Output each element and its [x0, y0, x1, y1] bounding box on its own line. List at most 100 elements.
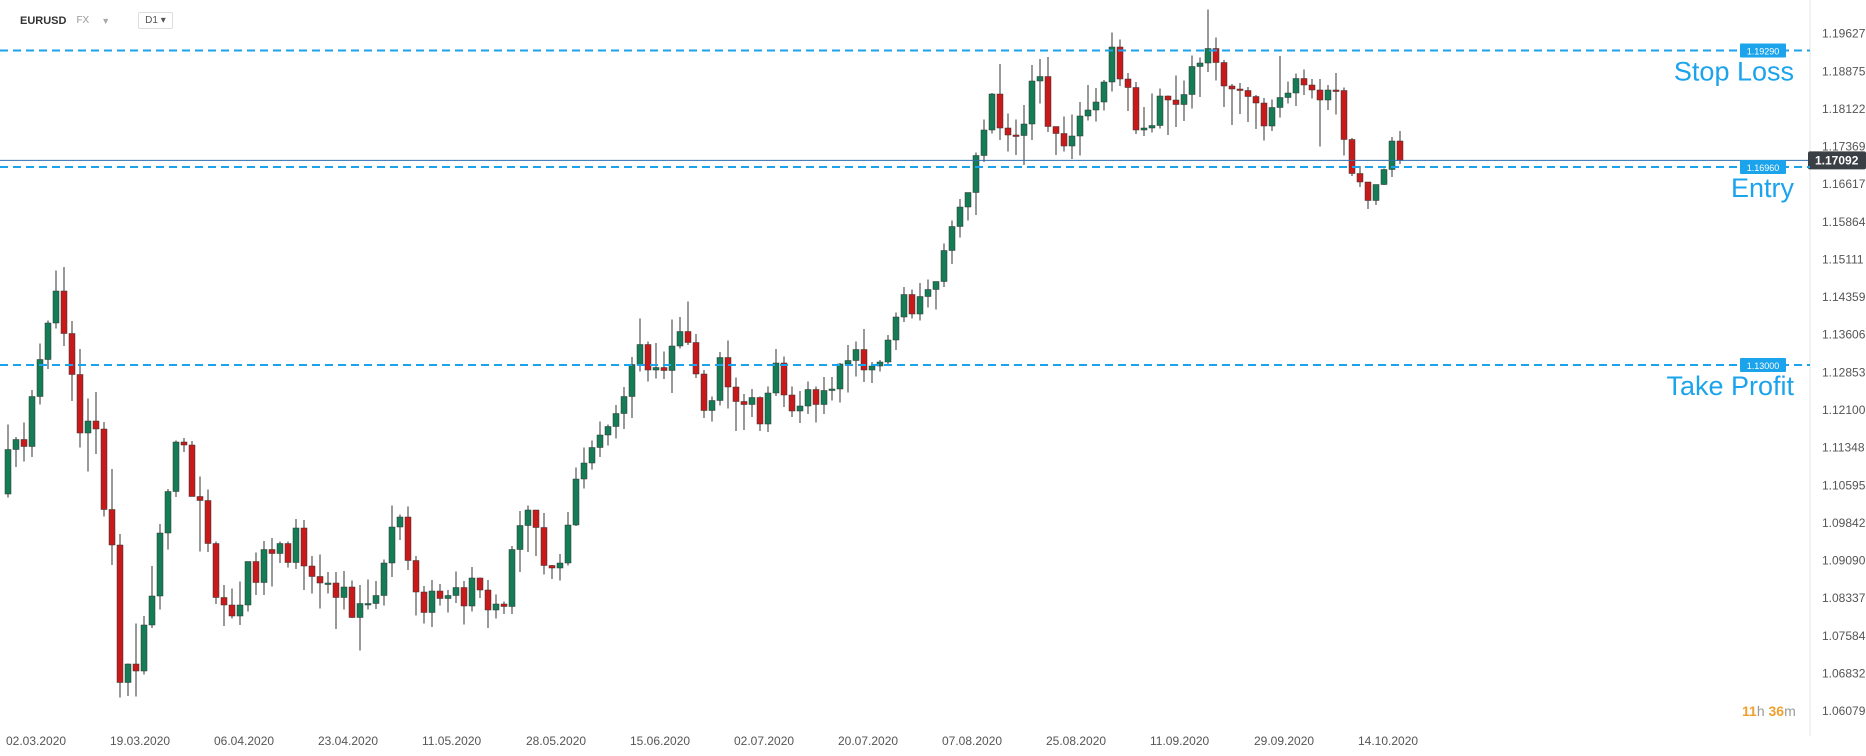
candle-up: [396, 516, 404, 528]
candle-down: [1044, 76, 1052, 127]
level-tag: [1740, 358, 1786, 372]
candle-down: [116, 544, 124, 683]
candle-down: [1132, 87, 1140, 131]
candle-up: [524, 509, 532, 526]
candle-up: [1372, 184, 1380, 201]
candle-up: [1028, 80, 1036, 125]
candle-down: [740, 401, 748, 405]
candle-up: [884, 339, 892, 363]
candle-up: [1284, 92, 1292, 98]
candle-up: [468, 577, 476, 607]
x-tick-label: 14.10.2020: [1358, 734, 1418, 748]
y-tick-label: 1.06079: [1822, 704, 1866, 718]
y-tick-label: 1.15864: [1822, 215, 1866, 229]
candle-up: [716, 357, 724, 401]
candle-up: [1180, 94, 1188, 105]
candle-up: [748, 397, 756, 405]
candle-up: [964, 192, 972, 208]
candle-up: [1140, 127, 1148, 131]
chevron-down-icon[interactable]: ▼: [101, 15, 111, 26]
candle-down: [1308, 84, 1316, 91]
candle-up: [852, 349, 860, 361]
countdown-minutes-unit: m: [1784, 703, 1796, 719]
candle-down: [1252, 96, 1260, 104]
chart-toolbar: EURUSD FX ▼ D1 ▾: [20, 12, 173, 29]
candle-up: [924, 289, 932, 297]
candle-down: [1012, 134, 1020, 137]
candle-up: [820, 390, 828, 405]
x-tick-label: 02.07.2020: [734, 734, 794, 748]
candle-down: [644, 344, 652, 371]
candle-up: [276, 543, 284, 554]
candle-down: [660, 367, 668, 371]
y-tick-label: 1.19627: [1822, 27, 1866, 41]
candle-down: [684, 331, 692, 343]
candle-up: [388, 526, 396, 564]
candle-up: [564, 524, 572, 564]
candle-down: [196, 496, 204, 501]
bar-countdown: 11h 36m: [1742, 703, 1796, 719]
candle-up: [668, 345, 676, 371]
candle-down: [332, 582, 340, 598]
candle-down: [1212, 48, 1220, 63]
countdown-hours-unit: h: [1756, 703, 1765, 719]
x-tick-label: 29.09.2020: [1254, 734, 1314, 748]
candle-up: [1148, 125, 1156, 129]
candle-up: [172, 441, 180, 492]
candle-down: [284, 543, 292, 563]
x-tick-label: 20.07.2020: [838, 734, 898, 748]
candle-up: [244, 561, 252, 606]
candle-down: [1260, 102, 1268, 127]
candle-down: [860, 349, 868, 371]
candle-down: [732, 386, 740, 402]
x-tick-label: 02.03.2020: [6, 734, 66, 748]
symbol-label[interactable]: EURUSD: [20, 14, 67, 27]
candle-up: [1100, 81, 1108, 103]
candle-up: [36, 359, 44, 397]
candle-up: [444, 595, 452, 599]
market-label: FX: [76, 15, 90, 26]
candle-up: [492, 603, 500, 611]
current-price-tag: [1808, 151, 1866, 170]
candle-down: [548, 565, 556, 569]
y-tick-label: 1.09842: [1822, 516, 1866, 530]
candle-down: [404, 516, 412, 561]
candle-down: [996, 93, 1004, 129]
candle-up: [1204, 48, 1212, 64]
candle-up: [1036, 76, 1044, 82]
x-tick-label: 11.09.2020: [1150, 734, 1209, 748]
candle-up: [900, 294, 908, 318]
y-tick-label: 1.18122: [1822, 102, 1866, 116]
candle-up: [844, 360, 852, 365]
y-tick-label: 1.13606: [1822, 328, 1866, 342]
candle-down: [700, 373, 708, 411]
candle-down: [908, 294, 916, 315]
candle-up: [1068, 135, 1076, 147]
candle-down: [1356, 173, 1364, 183]
candle-up: [940, 250, 948, 282]
candle-up: [156, 532, 164, 597]
x-tick-label: 07.08.2020: [942, 734, 1002, 748]
candle-up: [956, 206, 964, 227]
timeframe-select[interactable]: D1 ▾: [138, 12, 173, 29]
candle-down: [1340, 90, 1348, 140]
candle-down: [68, 333, 76, 375]
candle-down: [308, 565, 316, 577]
candle-up: [1084, 109, 1092, 117]
x-tick-label: 19.03.2020: [110, 734, 170, 748]
y-tick-label: 1.11348: [1822, 441, 1865, 455]
candle-down: [20, 439, 28, 447]
candle-down: [228, 604, 236, 617]
candle-down: [1300, 78, 1308, 86]
candle-down: [436, 590, 444, 599]
y-tick-label: 1.09090: [1822, 554, 1866, 568]
candle-up: [1380, 169, 1388, 185]
candle-down: [1124, 78, 1132, 88]
candle-up: [28, 396, 36, 447]
candle-up: [428, 590, 436, 613]
y-tick-label: 1.17369: [1822, 140, 1866, 154]
candle-up: [452, 587, 460, 596]
candle-up: [1076, 115, 1084, 137]
candle-down: [788, 394, 796, 412]
